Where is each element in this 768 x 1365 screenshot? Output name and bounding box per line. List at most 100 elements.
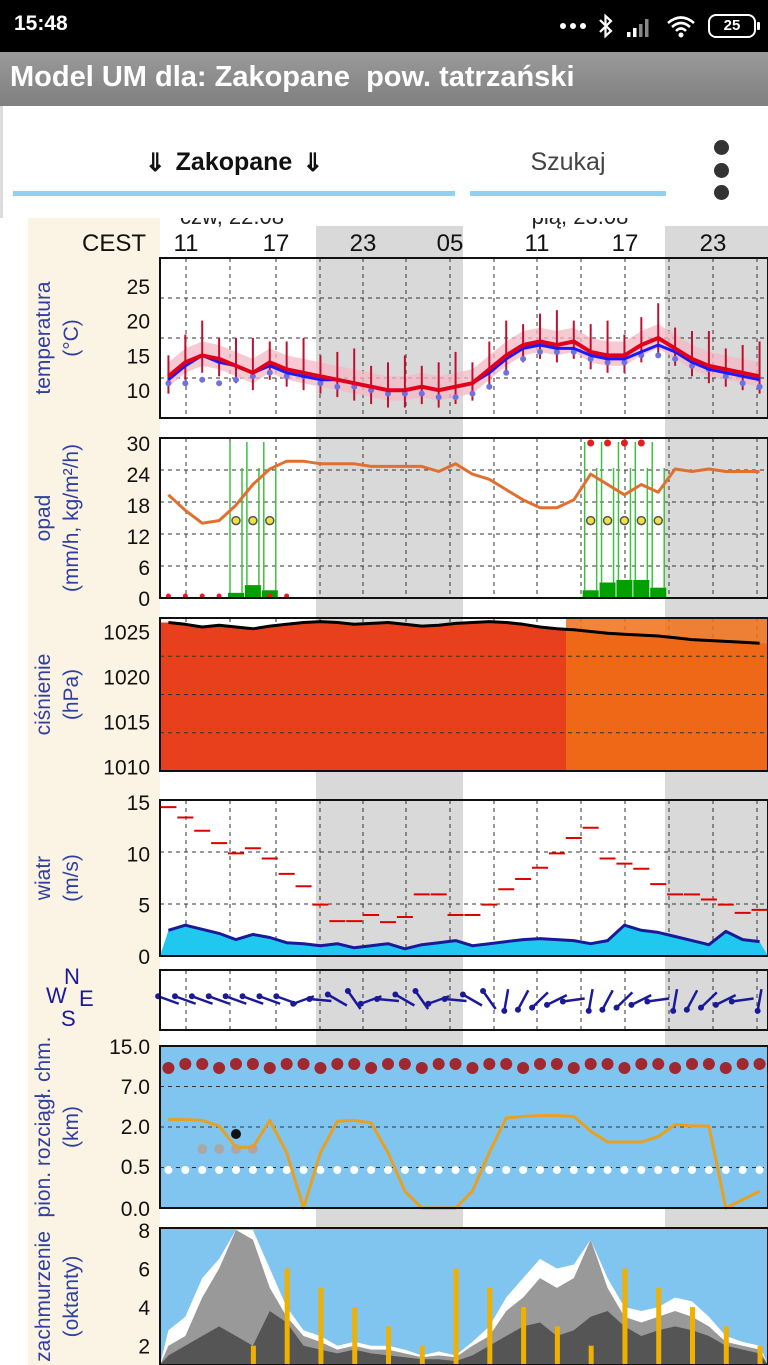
y-tick-label: 4 [138,1297,150,1320]
low-cloud-dot [282,1166,291,1174]
fog-bar [318,1287,324,1365]
fog-bar [250,1345,256,1365]
dewpoint-dot [604,359,611,366]
precip-bar [599,582,616,598]
high-cloud-dot [652,1058,665,1070]
dewpoint-dot [199,376,206,383]
wind-direction-arrowhead [425,1000,432,1007]
compass-label: W [46,983,67,1008]
wind-direction-arrow [516,989,530,1011]
y-tick-label: 7.0 [121,1076,150,1099]
y-tick-label: 2 [138,1336,150,1359]
low-cloud-dot [654,1166,663,1174]
time-tick-label: 23 [700,230,727,257]
y-tick-label: 0 [138,946,150,969]
high-cloud-dot [736,1058,749,1070]
more-dots-icon [560,23,586,29]
y-tick-label: 10 [127,843,150,866]
status-time: 15:48 [14,12,68,35]
location-button[interactable]: ⇓ Zakopane ⇓ [13,134,455,196]
y-tick-label: 8 [138,1220,150,1243]
thunder-marker [248,515,258,526]
dewpoint-dot [739,380,746,387]
wind-direction-arrowhead [374,996,381,1003]
wind-direction-arrowhead [239,993,246,1000]
wind-direction-arrow [503,988,510,1012]
precip-bar [616,579,633,598]
dewpoint-dot [621,359,628,366]
wind-speed-line [167,923,760,951]
wind-direction-arrowhead [670,1007,677,1014]
wind-direction-arrow [414,990,430,1010]
wind-direction-arrow [601,989,614,1011]
low-cloud-dot [586,1166,595,1174]
wind-axis: 15 10 5 0 wiatr (m/s) [32,792,150,969]
fog-bar [419,1345,425,1365]
thunder-marker [653,515,663,526]
y-axis-label: (mm/h, kg/m²/h) [60,444,83,592]
low-cloud-dot [451,1166,460,1174]
wind-direction-arrow [562,997,585,1003]
wind-direction-arrow [531,991,549,1009]
mid-cloud-dot-dark [231,1129,241,1139]
wind-direction-arrowhead [529,1004,536,1011]
wind-direction-arrowhead [412,987,419,994]
wind-direction-arrow [444,997,467,1003]
wind-direction-arrowhead [628,1001,635,1008]
low-cloud-dot [704,1166,713,1174]
wind-direction-arrow [376,997,400,1003]
overflow-menu-icon[interactable] [705,140,737,200]
dewpoint-dot [553,348,560,355]
date-header-1: czw, 22.08 [180,218,284,229]
precip-bar [582,590,599,598]
high-cloud-dot [331,1058,344,1070]
wind-direction-arrow [630,994,652,1006]
temperature-line [167,336,761,393]
y-axis-label: (km) [60,1106,83,1148]
low-cloud-dot [164,1166,173,1174]
location-label: Zakopane [175,148,293,176]
fog-bar [588,1345,594,1365]
y-axis-label: temperatura [32,281,55,395]
high-cloud-dot [415,1062,428,1074]
fog-bar [690,1307,695,1365]
y-axis-label: wiatr [32,856,55,901]
high-cloud-dot [314,1062,327,1074]
high-cloud-dot [449,1058,462,1070]
high-cloud-dot [702,1058,715,1070]
fog-bar [723,1326,729,1365]
y-axis-label: (°C) [60,319,83,357]
high-cloud-dot [517,1062,530,1074]
high-cloud-dot [719,1062,732,1074]
high-cloud-dot [500,1058,513,1070]
high-cloud-dot [382,1058,394,1070]
y-axis-label: (oktanty) [60,1256,83,1338]
search-button[interactable]: Szukaj [470,134,666,196]
y-axis-label: pion. rozciągł. chm. [32,1037,55,1218]
low-cloud-dot [519,1166,528,1174]
wind-direction-arrowhead [728,998,735,1005]
wind-direction-arrow [208,995,230,1005]
thunder-marker [585,515,596,526]
y-tick-label: 24 [127,464,151,487]
arrow-down-icon: ⇓ [302,148,324,177]
y-tick-label: 25 [127,276,150,299]
low-cloud-dot [232,1166,240,1174]
y-tick-label: 15 [127,345,150,368]
cloud-cover-frame [159,1227,768,1365]
dewpoint-dot [435,394,442,401]
low-cloud-dot [755,1166,764,1174]
high-cloud-dot [398,1058,411,1070]
low-cloud-dot [721,1166,730,1174]
precip-bar [244,585,261,598]
cloud-cover-area [160,1310,768,1365]
high-cloud-dot [466,1062,479,1074]
y-tick-label: 0 [138,588,150,611]
date-header-2: pią, 23.08 [532,218,629,229]
dewpoint-dot [537,348,543,355]
cloud-top-line [168,1114,761,1210]
mid-cloud-dot [214,1144,225,1154]
precip-bar [633,579,650,598]
low-cloud-dot [316,1166,325,1174]
high-cloud-dot [753,1058,766,1070]
